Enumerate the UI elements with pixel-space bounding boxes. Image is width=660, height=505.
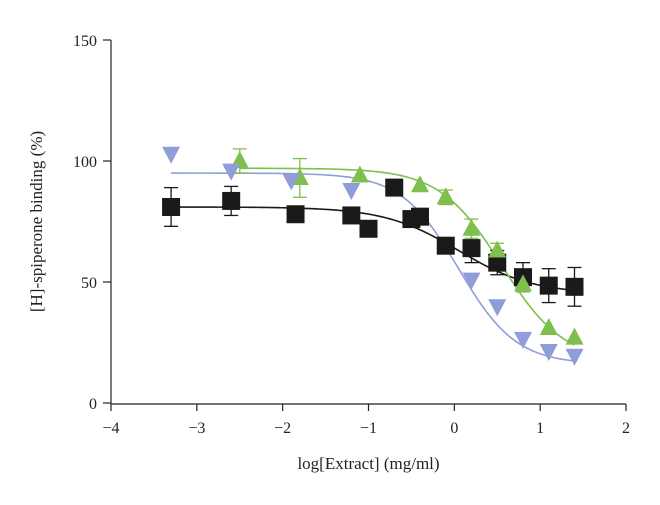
data-point-series-3 [539, 343, 558, 361]
data-point-series-1 [385, 178, 404, 197]
x-tick-label: 0 [450, 420, 458, 437]
y-tick-label: 0 [89, 396, 97, 413]
data-point-series-3 [488, 299, 507, 317]
x-axis-label: log[Extract] (mg/ml) [297, 454, 439, 473]
y-axis-label: [H]-spiperone binding (%) [27, 131, 46, 312]
data-point-series-1 [436, 236, 455, 255]
data-point-series-2 [436, 187, 455, 205]
data-point-series-1 [411, 207, 429, 226]
data-point-series-1 [162, 197, 181, 216]
x-tick-label: −4 [102, 420, 119, 437]
data-point-series-3 [514, 331, 532, 349]
data-point-series-3 [565, 348, 584, 366]
data-point-series-3 [222, 163, 241, 181]
fit-curve-2 [239, 167, 575, 346]
data-point-series-2 [350, 165, 369, 183]
data-point-series-1 [539, 276, 558, 295]
data-point-series-1 [565, 277, 584, 296]
plot-area [162, 146, 584, 366]
data-point-series-1 [462, 239, 481, 258]
y-axis-ticks: 0 50 100 150 [73, 33, 111, 413]
data-point-series-1 [342, 206, 361, 225]
data-point-series-3 [342, 183, 361, 201]
x-tick-label: −3 [188, 420, 205, 437]
x-tick-label: −1 [360, 420, 377, 437]
data-point-series-2 [411, 175, 429, 193]
axes: −4 −3 −2 −1 0 1 2 0 50 100 150 log[Extract] (mg/m… [27, 33, 630, 473]
data-point-series-2 [514, 274, 532, 292]
data-point-series-3 [162, 146, 181, 164]
x-tick-label: 1 [536, 420, 544, 437]
fit-curve-1 [171, 206, 575, 292]
data-point-series-2 [488, 240, 507, 258]
data-point-series-3 [462, 272, 481, 290]
data-point-series-2 [462, 218, 481, 236]
data-point-series-2 [565, 327, 584, 345]
x-tick-label: 2 [622, 420, 630, 437]
y-tick-label: 50 [81, 275, 97, 292]
x-tick-label: −2 [274, 420, 291, 437]
x-axis-ticks: −4 −3 −2 −1 0 1 2 [102, 404, 630, 437]
data-point-series-1 [222, 191, 241, 210]
data-point-series-1 [359, 219, 378, 238]
data-point-series-3 [282, 173, 301, 191]
data-point-series-2 [539, 317, 558, 335]
y-tick-label: 100 [73, 154, 97, 171]
y-tick-label: 150 [73, 33, 97, 50]
data-point-series-1 [488, 253, 507, 272]
data-point-series-1 [286, 205, 305, 224]
